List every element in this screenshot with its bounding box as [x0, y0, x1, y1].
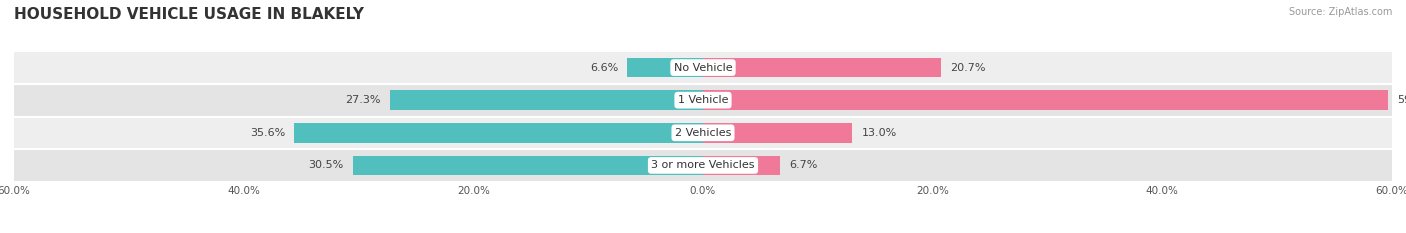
Text: 59.7%: 59.7%	[1398, 95, 1406, 105]
Bar	[703, 90, 1389, 110]
Text: 2 Vehicles: 2 Vehicles	[675, 128, 731, 138]
Bar	[703, 156, 780, 175]
Text: No Vehicle: No Vehicle	[673, 63, 733, 72]
Text: 13.0%: 13.0%	[862, 128, 897, 138]
Bar	[389, 90, 703, 110]
Bar	[353, 156, 703, 175]
Bar	[294, 123, 703, 143]
Text: 1 Vehicle: 1 Vehicle	[678, 95, 728, 105]
Bar	[14, 149, 1392, 182]
Text: 6.7%: 6.7%	[789, 161, 817, 170]
Bar	[703, 58, 941, 77]
Text: 30.5%: 30.5%	[308, 161, 343, 170]
Bar	[627, 58, 703, 77]
Bar	[703, 123, 852, 143]
Text: 6.6%: 6.6%	[589, 63, 619, 72]
Text: Source: ZipAtlas.com: Source: ZipAtlas.com	[1288, 7, 1392, 17]
Bar	[14, 84, 1392, 116]
Text: 27.3%: 27.3%	[344, 95, 381, 105]
Text: 3 or more Vehicles: 3 or more Vehicles	[651, 161, 755, 170]
Bar	[14, 116, 1392, 149]
Bar	[14, 51, 1392, 84]
Text: 20.7%: 20.7%	[950, 63, 986, 72]
Text: HOUSEHOLD VEHICLE USAGE IN BLAKELY: HOUSEHOLD VEHICLE USAGE IN BLAKELY	[14, 7, 364, 22]
Text: 35.6%: 35.6%	[250, 128, 285, 138]
